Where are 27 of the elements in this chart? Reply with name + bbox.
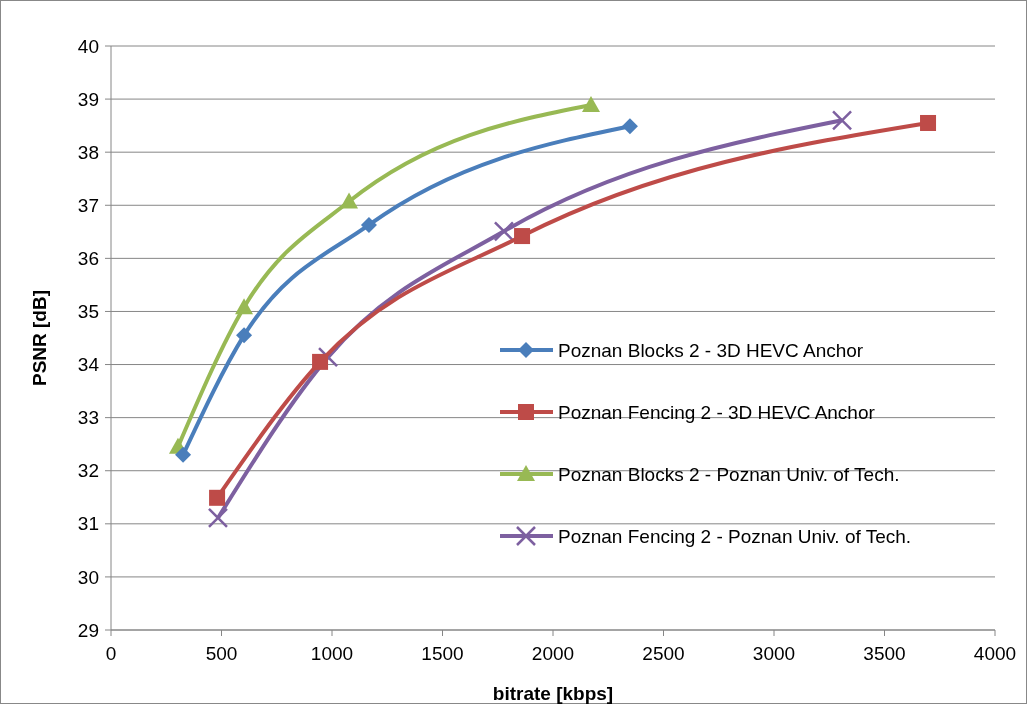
x-tick-label: 2000 (531, 643, 575, 664)
y-tick-label: 32 (77, 460, 99, 482)
y-tick-label: 29 (77, 619, 99, 641)
x-tick-label: 3500 (863, 643, 906, 664)
y-tick-label: 34 (77, 354, 100, 376)
y-tick-label: 39 (77, 88, 99, 110)
legend-label: Poznan Fencing 2 - 3D HEVC Anchor (558, 401, 876, 423)
x-tick-label: 1000 (310, 643, 354, 664)
x-tick-label: 4000 (973, 643, 1017, 664)
y-tick-label: 30 (77, 566, 99, 588)
y-tick-label: 38 (77, 141, 99, 163)
legend-label: Poznan Blocks 2 - Poznan Univ. of Tech. (558, 463, 900, 485)
y-tick-label: 37 (77, 194, 99, 216)
x-tick-label: 1500 (421, 643, 464, 664)
legend-label: Poznan Fencing 2 - Poznan Univ. of Tech. (558, 525, 912, 547)
y-tick-label: 31 (77, 513, 99, 535)
y-tick-label: 33 (77, 407, 99, 429)
x-tick-label: 500 (205, 643, 238, 664)
y-axis-title: PSNR [dB] (29, 289, 50, 387)
y-tick-label: 36 (77, 248, 99, 270)
y-tick-label: 40 (77, 35, 99, 57)
x-tick-label: 0 (105, 643, 117, 664)
y-tick-label: 35 (77, 301, 99, 323)
x-tick-label: 2500 (642, 643, 685, 664)
legend-label: Poznan Blocks 2 - 3D HEVC Anchor (558, 339, 864, 361)
x-tick-label: 3000 (752, 643, 796, 664)
x-axis-title: bitrate [kbps] (492, 683, 614, 704)
